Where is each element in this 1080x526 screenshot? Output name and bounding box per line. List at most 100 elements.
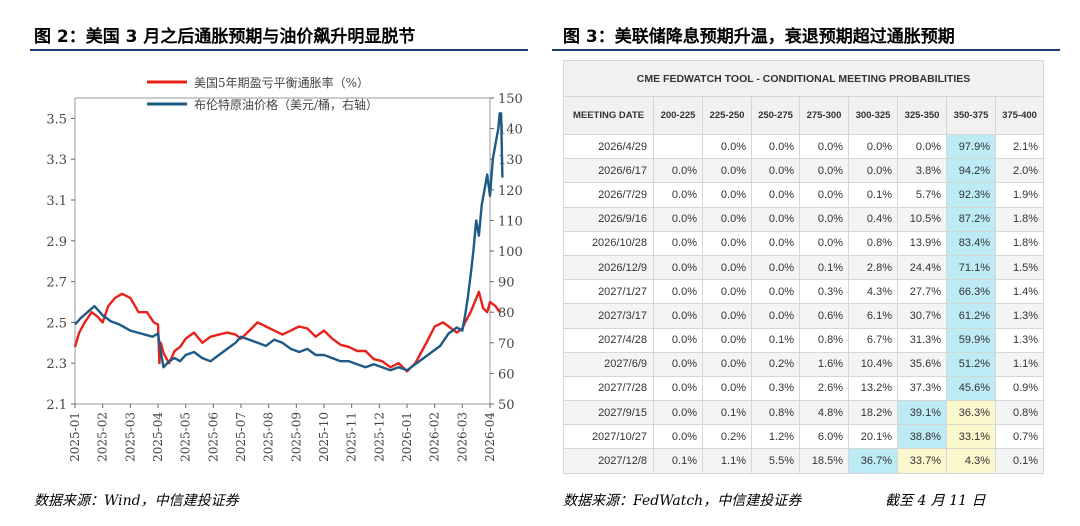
x-tick-label: 2025-04: [151, 412, 165, 462]
probability-cell: 0.0%: [799, 206, 849, 232]
probability-cell: 0.0%: [653, 375, 703, 402]
y-left-tick-label: 3.5: [46, 112, 67, 127]
probability-cell: 0.0%: [653, 279, 703, 305]
probability-cell: 0.0%: [653, 424, 703, 450]
probability-cell: 30.7%: [897, 303, 947, 329]
fedwatch-table: CME FEDWATCH TOOL - CONDITIONAL MEETING …: [562, 60, 1045, 474]
y-left-tick-label: 2.7: [46, 276, 67, 291]
column-header-275-300: 275-300: [799, 96, 849, 135]
probability-cell: 66.3%: [946, 279, 996, 305]
x-tick-label: 2025-02: [96, 412, 110, 462]
table-row: 2027/7/28 0.0% 0.0% 0.3% 2.6% 13.2% 37.3% 45.6%…: [563, 375, 1045, 402]
probability-cell: 61.2%: [946, 303, 996, 329]
probability-cell: 35.6%: [897, 351, 947, 377]
probability-cell: 0.0%: [702, 254, 752, 281]
probability-cell: 0.8%: [799, 327, 849, 353]
probability-cell: 4.8%: [799, 400, 849, 426]
probability-cell: 0.0%: [702, 133, 752, 160]
probability-cell: 1.5%: [994, 254, 1045, 281]
plot-area: [74, 97, 491, 405]
probability-cell: 1.3%: [994, 303, 1045, 329]
x-tick-label: 2025-03: [123, 412, 137, 462]
x-tick-label: 2025-12: [372, 412, 386, 462]
table-row: 2026/6/17 0.0% 0.0% 0.0% 0.0% 0.0% 3.8% 94.2% 2.…: [563, 158, 1045, 184]
x-tick-label: 2025-07: [234, 412, 248, 462]
cutoff-note: 截至 4 月 11 日: [885, 493, 986, 509]
probability-cell: 33.7%: [897, 448, 947, 474]
y-left-tick-label: 2.9: [46, 235, 67, 250]
meeting-date-cell: 2027/6/9: [563, 351, 654, 377]
probability-cell: 1.1%: [994, 351, 1045, 377]
column-header-300-325: 300-325: [848, 96, 898, 135]
probability-cell: 51.2%: [946, 351, 996, 377]
y-right-tick-label: 130: [498, 153, 523, 168]
probability-cell: 1.4%: [994, 279, 1045, 305]
probability-cell: 36.3%: [946, 400, 996, 426]
y-right-tick-label: 110: [498, 214, 523, 229]
probability-cell: 1.3%: [994, 327, 1045, 353]
probability-cell: 2.8%: [848, 254, 898, 281]
series-line-brent-oil: [74, 112, 504, 372]
probability-cell: 0.2%: [702, 424, 752, 450]
table-row: 2026/12/9 0.0% 0.0% 0.0% 0.1% 2.8% 24.4% 71.1% 1…: [563, 254, 1045, 281]
probability-cell: 97.9%: [946, 133, 996, 160]
meeting-date-cell: 2027/1/27: [563, 279, 654, 305]
probability-cell: 0.0%: [702, 230, 752, 256]
probability-cell: 71.1%: [946, 254, 996, 281]
legend-label-breakeven: 美国5年期盈亏平衡通胀率（%）: [194, 75, 369, 90]
probability-cell: 0.1%: [994, 448, 1045, 474]
probability-cell: 20.1%: [848, 424, 898, 450]
probability-cell: 0.8%: [751, 400, 800, 426]
x-tick-label: 2026-01: [400, 412, 414, 462]
x-tick-label: 2025-08: [262, 412, 276, 462]
probability-cell: 0.0%: [653, 182, 703, 208]
probability-cell: 0.1%: [848, 182, 898, 208]
probability-cell: 0.1%: [751, 327, 800, 353]
y-right-tick-label: 120: [498, 184, 523, 199]
y-right-tick-label: 90: [498, 276, 515, 291]
probability-cell: 0.7%: [994, 424, 1045, 450]
probability-cell: 0.0%: [653, 327, 703, 353]
probability-cell: 0.8%: [848, 230, 898, 256]
probability-cell: 10.5%: [897, 206, 947, 232]
probability-cell: 0.0%: [702, 206, 752, 232]
probability-cell: 0.0%: [848, 133, 898, 160]
y-right-tick-label: 150: [498, 92, 523, 107]
y-right-tick-label: 70: [498, 337, 515, 352]
probability-cell: 1.6%: [799, 351, 849, 377]
probability-cell: 0.0%: [751, 303, 800, 329]
probability-cell: 0.0%: [702, 327, 752, 353]
probability-cell: 2.0%: [994, 158, 1045, 184]
probability-cell: 0.3%: [751, 375, 800, 402]
probability-cell: 0.1%: [799, 254, 849, 281]
x-tick-label: 2026-03: [455, 412, 469, 462]
probability-cell: 87.2%: [946, 206, 996, 232]
probability-cell: 59.9%: [946, 327, 996, 353]
probability-cell: 0.0%: [751, 279, 800, 305]
y-right-tick-label: 100: [498, 245, 523, 260]
meeting-date-cell: 2027/10/27: [563, 424, 654, 450]
probability-cell: 0.0%: [751, 182, 800, 208]
y-right-tick-label: 50: [498, 398, 515, 413]
probability-cell: 2.6%: [799, 375, 849, 402]
probability-cell: 83.4%: [946, 230, 996, 256]
table-row: 2027/10/27 0.0% 0.2% 1.2% 6.0% 20.1% 38.8% 33.1…: [563, 424, 1045, 450]
probability-cell: 0.0%: [897, 133, 947, 160]
probability-cell: 5.7%: [897, 182, 947, 208]
probability-cell: 0.8%: [994, 400, 1045, 426]
probability-cell: 0.2%: [751, 351, 800, 377]
column-header-200-225: 200-225: [653, 96, 703, 135]
probability-cell: 92.3%: [946, 182, 996, 208]
probability-cell: 0.0%: [799, 182, 849, 208]
probability-cell: 0.9%: [994, 375, 1045, 402]
x-tick-label: 2025-11: [345, 412, 359, 462]
probability-cell: 38.8%: [897, 424, 947, 450]
probability-cell: 0.0%: [653, 254, 703, 281]
x-tick-label: 2025-10: [317, 412, 331, 462]
probability-cell: 0.0%: [653, 351, 703, 377]
probability-cell: 1.1%: [702, 448, 752, 474]
probability-cell: 45.6%: [946, 375, 996, 402]
table-row: 2027/6/9 0.0% 0.0% 0.2% 1.6% 10.4% 35.6% 51.2% 1…: [563, 351, 1045, 377]
probability-cell: 0.0%: [751, 133, 800, 160]
probability-cell: 0.0%: [848, 158, 898, 184]
